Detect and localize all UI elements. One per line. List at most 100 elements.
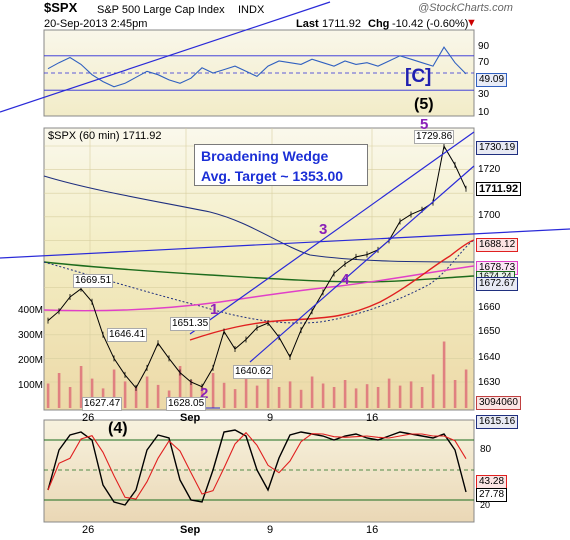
volume-bar	[310, 376, 314, 408]
volume-bar	[79, 366, 83, 408]
last-label: Last	[296, 18, 319, 30]
annotation-1729: 1729.86	[414, 130, 455, 144]
annotation-1627: 1627.47	[82, 397, 123, 411]
annotation-1651: 1651.35	[170, 317, 211, 331]
stoch-x-label-16: 16	[366, 524, 379, 536]
wave-label-2: 2	[200, 385, 209, 402]
wave-label-3: 3	[319, 221, 328, 238]
stoch-panel-bg	[43, 419, 475, 523]
badge-last: 1711.92	[476, 182, 522, 196]
annotation-1640: 1640.62	[233, 365, 274, 379]
stoch-d-line	[47, 431, 467, 500]
wave-5-top-label: (5)	[414, 96, 434, 113]
price-tick-1720: 1720	[478, 164, 501, 175]
rsi-current-badge: 49.09	[476, 73, 508, 87]
rsi-trendline	[0, 1, 331, 113]
volume-bar	[90, 378, 94, 408]
volume-bar	[332, 387, 336, 408]
volume-bar	[222, 382, 226, 408]
volume-bar	[277, 387, 281, 408]
annotation-1646: 1646.41	[107, 328, 148, 342]
price-x-label-16: 16	[366, 412, 379, 424]
price-tick-1630: 1630	[478, 377, 501, 388]
volume-bar	[442, 341, 446, 408]
rsi-tick-30: 30	[478, 89, 490, 100]
volume-bar	[134, 387, 138, 408]
channel-lower-line	[249, 165, 475, 363]
rsi-tick-90: 90	[478, 41, 490, 52]
last-value: 1711.92	[322, 18, 361, 30]
wave-label-5: 5	[420, 116, 429, 133]
chg-label: Chg	[368, 18, 390, 30]
rsi-panel	[0, 1, 475, 117]
volume-bar	[376, 387, 380, 408]
index-name: S&P 500 Large Cap Index	[97, 4, 225, 16]
volume-bar	[189, 380, 193, 408]
down-arrow-icon: ▼	[466, 17, 477, 29]
stoch-panel	[43, 419, 475, 523]
badge-volume: 3094060	[476, 396, 521, 410]
wave-c-label: [C]	[405, 66, 432, 87]
annotation-1628: 1628.05	[166, 397, 207, 411]
stoch-tick-80: 80	[480, 444, 492, 455]
volume-bar	[57, 373, 61, 408]
stoch-current-1: 43.28	[476, 475, 508, 489]
stoch-badge-top: 1615.16	[476, 415, 519, 429]
volume-bar	[46, 383, 50, 408]
symbol: $SPX	[44, 0, 78, 15]
badge-ma1: 1730.19	[476, 141, 519, 155]
ma-red-line	[189, 239, 475, 341]
volume-bar	[266, 373, 270, 408]
watermark: @StockCharts.com	[418, 2, 513, 14]
annotation-1669: 1669.51	[73, 274, 114, 288]
callout-line-2: Avg. Target ~ 1353.00	[201, 168, 344, 184]
volume-bar	[178, 366, 182, 408]
volume-bar	[244, 377, 248, 408]
volume-bar	[387, 378, 391, 408]
volume-bar	[365, 384, 369, 408]
ma-dark-blue-line	[43, 175, 475, 263]
price-tick-1650: 1650	[478, 326, 501, 337]
volume-bar	[123, 381, 127, 408]
volume-bar	[288, 381, 292, 408]
wave-label-4: 4	[341, 271, 350, 288]
stoch-x-label-sep: Sep	[180, 524, 201, 536]
volume-bar	[464, 369, 468, 408]
volume-bar	[398, 385, 402, 408]
date-time: 20-Sep-2013 2:45pm	[44, 18, 148, 30]
volume-tick-300m: 300M	[18, 330, 44, 341]
stoch-x-label-26: 26	[82, 524, 95, 536]
wave-label-1: 1	[210, 301, 219, 318]
exchange: INDX	[238, 4, 265, 16]
price-tick-1660: 1660	[478, 302, 501, 313]
badge-ma5: 1672.67	[476, 277, 519, 291]
volume-bar	[431, 374, 435, 408]
rsi-line	[47, 46, 467, 88]
volume-bar	[145, 376, 149, 408]
volume-tick-100m: 100M	[18, 380, 44, 391]
volume-bar	[321, 383, 325, 408]
stoch-k-line	[47, 429, 467, 506]
rsi-tick-70: 70	[478, 57, 490, 68]
price-legend: $SPX (60 min) 1711.92	[48, 130, 162, 142]
volume-bar	[112, 369, 116, 408]
stoch-x-label-9: 9	[267, 524, 274, 536]
price-tick-1640: 1640	[478, 352, 501, 363]
volume-bar	[68, 387, 72, 408]
broadening-upper-line	[0, 228, 570, 259]
volume-bar	[354, 388, 358, 408]
volume-bar	[409, 381, 413, 408]
volume-bar	[343, 380, 347, 408]
price-x-label-9: 9	[267, 412, 274, 424]
price-tick-1700: 1700	[478, 210, 501, 221]
volume-bar	[156, 384, 160, 408]
channel-upper-line	[189, 131, 475, 335]
volume-bar	[211, 373, 215, 408]
volume-tick-400m: 400M	[18, 305, 44, 316]
wave-4-label: (4)	[108, 420, 128, 437]
volume-bar	[299, 389, 303, 408]
stoch-tick-20: 20	[480, 500, 491, 510]
volume-bar	[453, 380, 457, 408]
